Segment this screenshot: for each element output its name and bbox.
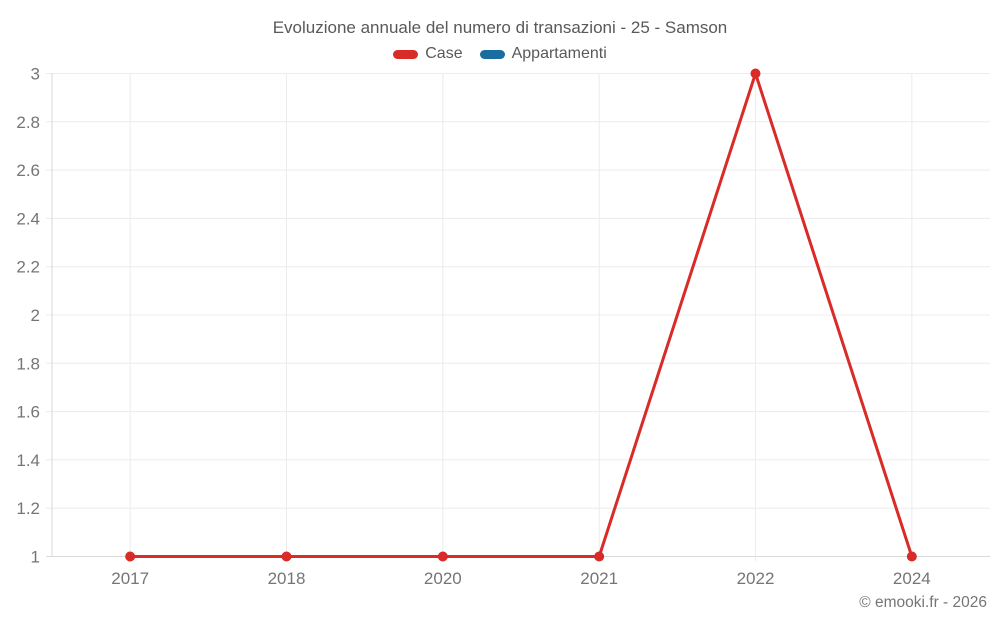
data-point-case bbox=[594, 551, 605, 562]
series-line-case bbox=[128, 72, 914, 558]
y-tick-label: 2 bbox=[31, 306, 40, 325]
y-tick-label: 2.4 bbox=[16, 209, 40, 228]
legend-swatch-case-icon bbox=[393, 49, 419, 59]
x-tick-label: 2022 bbox=[737, 569, 775, 588]
data-point-case bbox=[750, 68, 761, 79]
y-tick-label: 1.6 bbox=[16, 403, 40, 422]
x-tick-label: 2020 bbox=[424, 569, 462, 588]
x-tick-label: 2018 bbox=[268, 569, 306, 588]
y-tick-label: 3 bbox=[31, 65, 40, 84]
legend-item-case[interactable]: Case bbox=[393, 45, 463, 63]
data-point-case bbox=[281, 551, 292, 562]
x-tick-label: 2021 bbox=[580, 569, 618, 588]
y-tick-label: 2.8 bbox=[16, 113, 40, 132]
y-tick-label: 2.6 bbox=[16, 161, 40, 180]
y-tick-label: 1.8 bbox=[16, 354, 40, 373]
y-tick-label: 1.2 bbox=[16, 499, 40, 518]
legend-label-case: Case bbox=[425, 45, 463, 62]
data-point-case bbox=[437, 551, 448, 562]
legend-label-appartamenti: Appartamenti bbox=[511, 45, 607, 62]
legend-item-appartamenti[interactable]: Appartamenti bbox=[479, 45, 607, 63]
chart-title: Evoluzione annuale del numero di transaz… bbox=[272, 18, 728, 37]
y-tick-label: 2.2 bbox=[16, 258, 40, 277]
y-tick-label: 1.4 bbox=[16, 451, 40, 470]
copyright-text: © emooki.fr - 2026 bbox=[859, 594, 987, 611]
x-tick-label: 2017 bbox=[111, 569, 149, 588]
chart-legend: Case Appartamenti bbox=[0, 45, 1000, 63]
legend-swatch-appartamenti-icon bbox=[479, 49, 505, 59]
data-point-case bbox=[906, 551, 917, 562]
x-tick-label: 2024 bbox=[893, 569, 931, 588]
y-tick-label: 1 bbox=[31, 548, 40, 567]
data-point-case bbox=[125, 551, 136, 562]
